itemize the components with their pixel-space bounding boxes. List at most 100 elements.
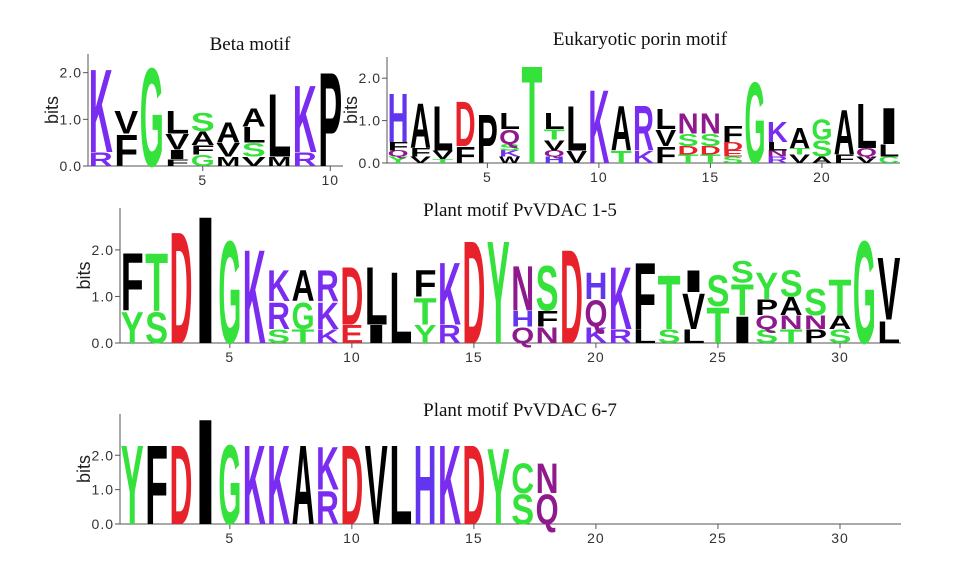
logo-letter: G — [292, 295, 315, 338]
logo-letter: F — [114, 126, 138, 176]
logo-letter: I — [194, 387, 217, 556]
logo-letter: Y — [755, 265, 778, 308]
logo-letter: A — [789, 123, 810, 155]
x-tick-label: 20 — [587, 349, 605, 365]
y-axis-label: bits — [74, 261, 94, 289]
logo-letter: F — [121, 235, 144, 328]
y-tick-label: 2.0 — [92, 242, 114, 258]
y-tick-label: 2.0 — [60, 65, 82, 81]
x-tick-label: 10 — [321, 172, 339, 188]
logo-letter: K — [316, 327, 339, 348]
logo-letter: F — [414, 262, 437, 305]
logo-letter: K — [293, 66, 317, 173]
logo-letter: L — [499, 108, 520, 134]
logo-letter: S — [658, 327, 681, 348]
logo-letter: V — [877, 239, 900, 339]
logo-letter: R — [267, 295, 290, 338]
logo-letter: D — [455, 88, 476, 160]
logo-letter: S — [267, 327, 290, 348]
logo-letter: D — [340, 422, 363, 548]
logo-letter: S — [242, 141, 266, 162]
y-tick-label: 1.0 — [359, 113, 381, 129]
logo-letter: H — [584, 265, 607, 308]
logo-letter: L — [633, 327, 657, 348]
logo-letter: T — [731, 276, 754, 325]
x-tick-label: 20 — [813, 169, 831, 185]
logo-letter: L — [365, 249, 388, 342]
logo-letter: P — [804, 327, 827, 348]
logo-letter: R — [89, 150, 113, 171]
logo-letter: K — [584, 323, 607, 348]
logo-letter: Y — [414, 321, 437, 349]
y-tick-label: 0.0 — [359, 155, 381, 171]
logo-letter: D — [170, 198, 193, 377]
logo-letter: D — [462, 211, 485, 375]
y-tick-label: 2.0 — [92, 447, 114, 463]
logo-letter: V — [655, 125, 677, 151]
y-tick-label: 0.0 — [92, 516, 114, 532]
logo-letter: S — [145, 304, 168, 353]
logo-letter: G — [140, 39, 164, 196]
logo-letter: G — [218, 211, 241, 375]
logo-letter: Q — [856, 147, 877, 160]
logo-letter: F — [722, 121, 743, 147]
logo-letter: S — [731, 253, 754, 289]
logo-letter: K — [267, 422, 290, 548]
logo-letter: S — [804, 281, 827, 324]
logo-letter: K — [438, 422, 461, 548]
x-tick-label: 30 — [831, 349, 849, 365]
logo-letter: K — [767, 117, 788, 149]
logo-letter: D — [340, 249, 363, 342]
logo-letter: A — [811, 155, 834, 165]
logo-letter: H — [414, 422, 437, 548]
logo-letter: I — [878, 98, 899, 156]
logo-letter: S — [829, 327, 852, 348]
logo-letter: G — [191, 153, 215, 170]
logo-letter: G — [811, 115, 832, 147]
logo-letter: Q — [511, 323, 534, 348]
logo-letter: L — [267, 76, 291, 176]
logo-letter: F — [536, 307, 559, 332]
logo-letter: L — [767, 140, 788, 153]
y-tick-label: 1.0 — [60, 111, 82, 127]
logo-letter: P — [755, 295, 778, 320]
logo-letter: K — [438, 243, 461, 343]
logo-letter: T — [658, 261, 681, 346]
logo-letter: R — [293, 150, 317, 171]
logo-letter: H — [544, 155, 565, 165]
logo-letter: D — [170, 422, 193, 548]
logo-letter: A — [292, 262, 315, 311]
y-axis-label: bits — [74, 455, 94, 483]
logo-letter: L — [389, 251, 412, 365]
logo-letter: C — [511, 455, 534, 502]
logo-letter: T — [521, 37, 542, 193]
logo-letter: E — [340, 321, 363, 349]
logo-letter: L — [544, 108, 565, 134]
logo-letter: G — [853, 211, 876, 375]
logo-letter: C — [878, 155, 901, 165]
logo-letter: K — [316, 435, 339, 503]
panel-title: Beta motif — [210, 34, 291, 55]
x-tick-label: 25 — [709, 349, 727, 365]
logo-letter: L — [878, 141, 900, 161]
logo-letter: F — [388, 140, 409, 153]
logo-letter: V — [432, 149, 454, 162]
logo-letter: Y — [487, 426, 510, 547]
logo-letter: I — [365, 321, 388, 349]
logo-letter: W — [499, 155, 522, 165]
logo-letter: L — [165, 104, 189, 140]
logo-letter: A — [191, 129, 215, 150]
logo-letter: T — [145, 235, 168, 328]
logo-letter: V — [856, 155, 878, 165]
logo-letter: V — [566, 147, 588, 167]
logo-letter: V — [365, 422, 388, 548]
logo-letter: M — [216, 154, 240, 169]
logo-letter: I — [731, 309, 754, 352]
logo-letter: N — [678, 108, 699, 140]
logo-letter: N — [536, 455, 559, 502]
x-tick-label: 15 — [465, 530, 483, 546]
logo-letter: D — [560, 223, 583, 372]
logo-letter: K — [243, 223, 266, 372]
y-axis-label: bits — [341, 96, 361, 124]
logo-letter: Q — [544, 149, 566, 159]
